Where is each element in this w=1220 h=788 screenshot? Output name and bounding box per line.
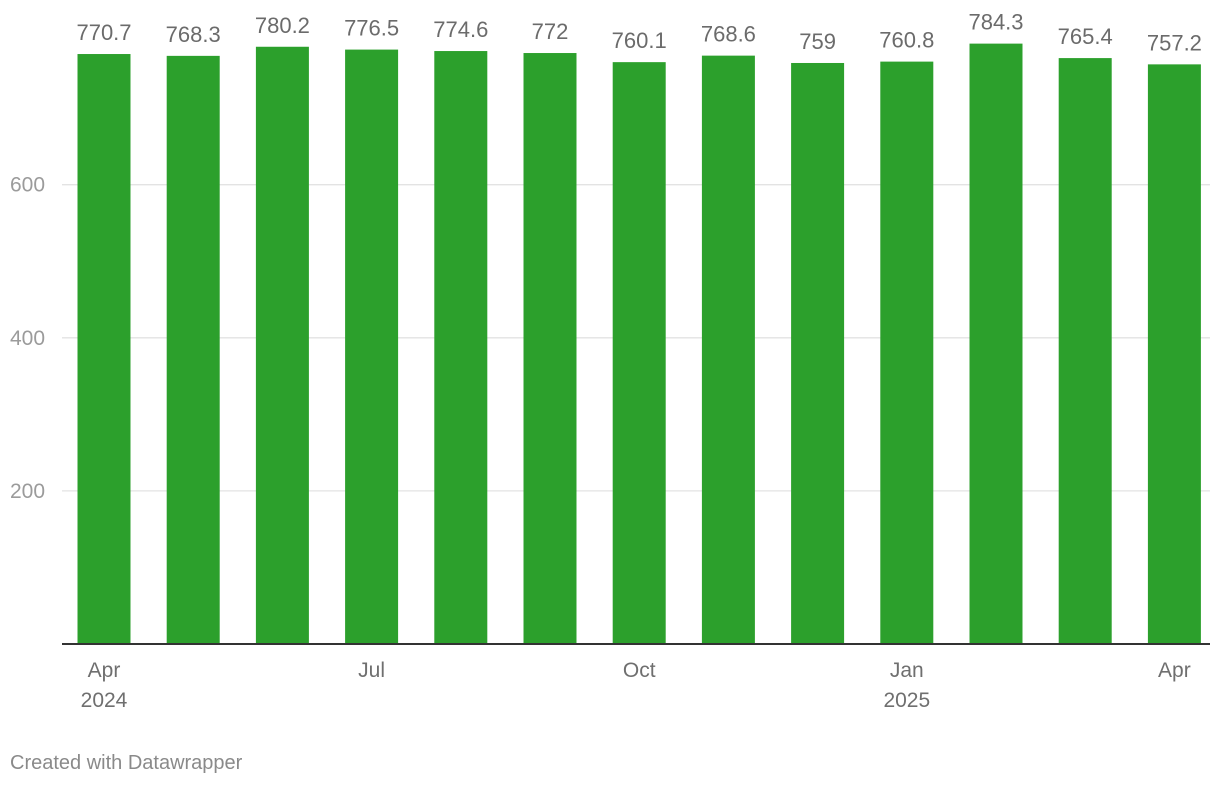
x-tick-label: Apr: [88, 659, 121, 682]
x-tick-label: Apr: [1158, 659, 1191, 682]
y-tick-label: 200: [10, 480, 45, 503]
bar-2024-08: [434, 51, 488, 644]
bar-2025-04: [1147, 64, 1201, 644]
y-tick-label: 400: [10, 327, 45, 350]
bar-2024-09: [523, 53, 577, 645]
bar-2024-12: [791, 62, 845, 645]
bar-2024-05: [166, 55, 220, 645]
value-label: 768.3: [166, 22, 221, 47]
x-tick-label: Oct: [623, 659, 656, 682]
value-label: 776.5: [344, 16, 399, 41]
value-label: 784.3: [968, 10, 1023, 35]
bar-2024-10: [612, 62, 666, 645]
x-tick-label: Jan: [890, 659, 924, 682]
value-label: 759: [799, 29, 836, 54]
value-label: 757.2: [1147, 30, 1202, 55]
value-labels: 770.7 768.3 780.2 776.5 774.6 772 760.1 768.6 75…: [76, 10, 1201, 56]
value-label: 774.6: [433, 17, 488, 42]
bar-2024-07: [345, 49, 399, 645]
y-tick-label: 600: [10, 174, 45, 197]
bar-2025-02: [969, 43, 1023, 645]
bar-chart: 770.7 768.3 780.2 776.5 774.6 772 760.1 768.6 75…: [10, 10, 1210, 712]
bar-2024-06: [255, 46, 309, 645]
bar-2025-03: [1058, 58, 1112, 644]
value-label: 768.6: [701, 22, 756, 47]
value-label: 765.4: [1058, 24, 1113, 49]
bar-2025-01: [880, 61, 934, 644]
value-label: 760.8: [879, 28, 934, 53]
bar-2024-11: [701, 55, 755, 644]
value-label: 760.1: [612, 28, 667, 53]
bars: [77, 43, 1201, 645]
credit-text: Created with Datawrapper: [10, 752, 243, 774]
value-label: 780.2: [255, 13, 310, 38]
x-tick-label: 2024: [81, 689, 128, 712]
value-label: 770.7: [76, 20, 131, 45]
x-tick-label: Jul: [358, 659, 385, 682]
bar-2024-04: [77, 54, 131, 644]
axes: 200 400 600 Apr 2024 Jul Oct Jan 2025 Apr: [10, 174, 1210, 712]
value-label: 772: [532, 19, 569, 44]
x-tick-label: 2025: [883, 689, 930, 712]
